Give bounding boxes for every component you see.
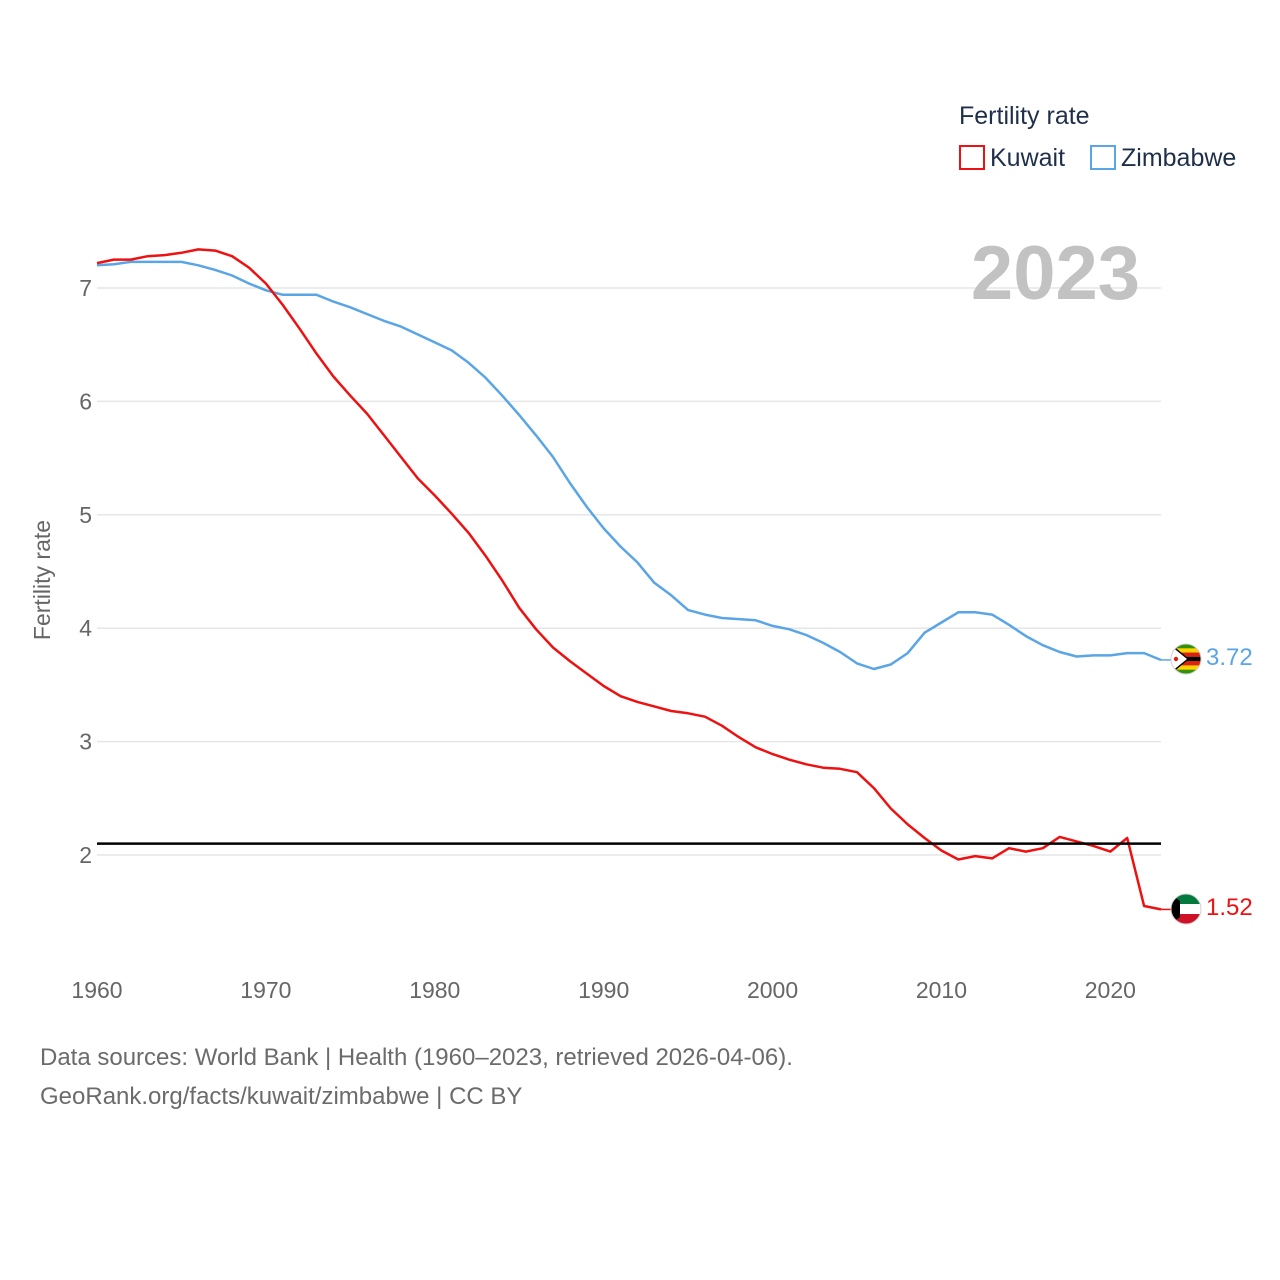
x-tick-2020: 2020 xyxy=(1085,977,1136,1003)
y-tick-5: 5 xyxy=(79,502,92,528)
footer-source: Data sources: World Bank | Health (1960–… xyxy=(40,1044,793,1071)
legend-swatch-kuwait xyxy=(959,145,985,170)
x-tick-2000: 2000 xyxy=(747,977,798,1003)
series-line-kuwait xyxy=(96,248,1162,911)
x-tick-1970: 1970 xyxy=(240,977,291,1003)
x-tick-1960: 1960 xyxy=(71,977,122,1003)
legend-label-kuwait: Kuwait xyxy=(990,144,1065,172)
y-axis: 2 3 4 5 6 7 xyxy=(79,275,92,868)
year-label: 2023 xyxy=(971,231,1140,316)
y-tick-7: 7 xyxy=(79,275,92,301)
legend-label-zimbabwe: Zimbabwe xyxy=(1121,144,1236,172)
footer-link[interactable]: GeoRank.org/facts/kuwait/zimbabwe | CC B… xyxy=(40,1083,523,1110)
end-label-zimbabwe: 3.72 xyxy=(1206,644,1253,671)
y-tick-2: 2 xyxy=(79,842,92,868)
series-line-zimbabwe xyxy=(96,260,1162,671)
y-tick-3: 3 xyxy=(79,729,92,755)
x-tick-1990: 1990 xyxy=(578,977,629,1003)
x-tick-2010: 2010 xyxy=(916,977,967,1003)
x-tick-1980: 1980 xyxy=(409,977,460,1003)
legend: Fertility rate Kuwait Zimbabwe xyxy=(959,102,1236,172)
legend-title: Fertility rate xyxy=(959,102,1090,130)
y-tick-6: 6 xyxy=(79,388,92,414)
y-tick-4: 4 xyxy=(79,615,92,641)
series-lines xyxy=(96,248,1171,911)
legend-swatch-zimbabwe xyxy=(1090,145,1116,170)
zimbabwe-flag-icon xyxy=(1171,644,1201,674)
fertility-rate-chart: 2 3 4 5 6 7 1960 1970 1980 1990 2000 2010 2020 Fert… xyxy=(29,102,1253,1003)
y-axis-label: Fertility rate xyxy=(29,520,55,640)
end-label-kuwait: 1.52 xyxy=(1206,894,1253,921)
x-axis: 1960 1970 1980 1990 2000 2010 2020 xyxy=(71,977,1136,1003)
grid-lines xyxy=(97,287,1161,856)
